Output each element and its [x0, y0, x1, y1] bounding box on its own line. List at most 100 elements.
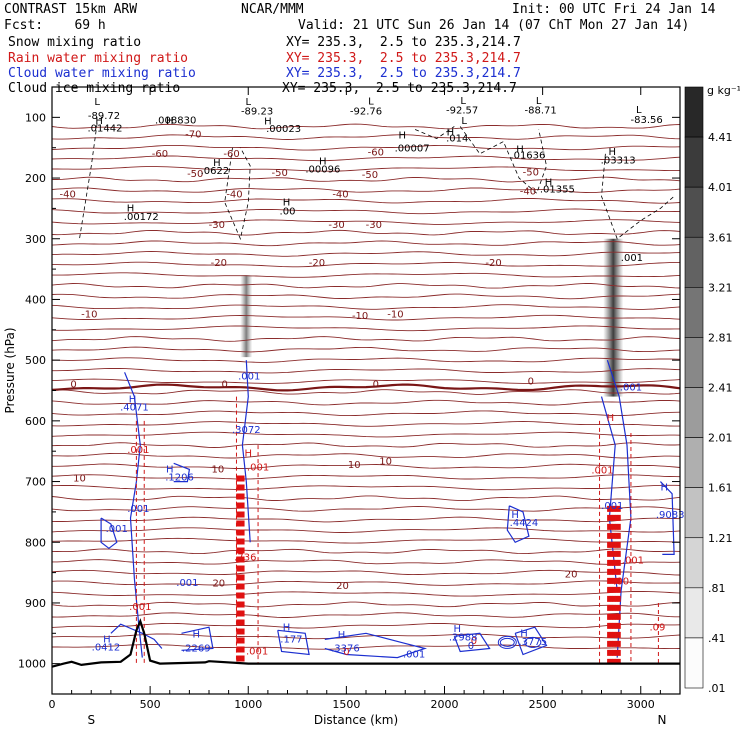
snow-annotation-11: -83.56 — [631, 115, 663, 126]
colorbar-cell — [684, 537, 704, 589]
snow-contour — [459, 126, 547, 194]
south-label: S — [87, 713, 95, 727]
snow-annotation-18: .00023 — [266, 124, 301, 135]
isotherm-line — [51, 537, 681, 544]
snow-annotation-26: .03313 — [601, 155, 636, 166]
terrain-line — [51, 618, 680, 668]
cloud-water-annotation-6: .001 — [127, 504, 149, 515]
xy-label-rain: XY= 235.3, 2.5 to 235.3,214.7 — [286, 51, 521, 66]
isotherm-line — [51, 633, 681, 640]
snow-annotation-5: -92.76 — [350, 106, 382, 117]
isotherm-label-28: 10 — [379, 457, 392, 468]
colorbar-cell — [684, 337, 704, 388]
snow-annotation-25: H — [609, 147, 617, 158]
cloud-water-annotation-4: H — [166, 464, 174, 475]
organization-label: NCAR/MMM — [241, 2, 304, 17]
y-tick-label: 1000 — [18, 658, 46, 671]
rain-annotation-2: .001 — [247, 463, 269, 474]
colorbar-cell — [684, 637, 704, 689]
cloud-water-annotation-3: .3072 — [232, 425, 261, 436]
snow-annotation-32: .01355 — [540, 185, 575, 196]
isotherm-label-25: 10 — [73, 474, 86, 485]
colorbar-label: 2.01 — [708, 432, 733, 445]
north-label: N — [658, 713, 667, 727]
isotherm-label-11: -40 — [520, 186, 536, 197]
isotherm-line — [51, 622, 681, 629]
snow-annotation-23: H — [516, 145, 524, 156]
isotherm-line — [51, 399, 681, 406]
colorbar-cell — [684, 136, 704, 188]
cloud-water-annotation-11: H — [192, 630, 200, 641]
isotherm-line — [51, 548, 681, 555]
legend-rain: Rain water mixing ratio — [8, 51, 189, 66]
snow-annotation-9: -88.71 — [525, 106, 557, 117]
cloud-water-contour — [241, 360, 251, 543]
isotherm-label-24: 0 — [528, 376, 534, 387]
cloud-water-annotation-22: .3775 — [518, 637, 547, 648]
isotherm-line — [51, 304, 681, 310]
snow-annotation-31: H — [545, 177, 553, 188]
colorbar-cell — [684, 287, 704, 338]
isotherm-line — [51, 314, 681, 321]
snow-annotation-29: H — [319, 157, 327, 168]
rain-annotation-12: .09 — [649, 622, 665, 633]
cloud-water-annotation-27: H — [661, 483, 669, 494]
isotherm-line — [51, 495, 681, 502]
snow-annotation-30: .00096 — [305, 165, 340, 176]
snow-annotation-17: H — [264, 117, 272, 128]
isotherm-line — [51, 591, 681, 597]
isotherm-line — [51, 187, 681, 194]
cloud-water-annotation-18: H — [453, 624, 461, 635]
colorbar-unit: g kg⁻¹ — [707, 84, 740, 97]
snow-annotation-16: .008830 — [155, 115, 196, 126]
isotherm-line — [51, 144, 681, 151]
cloud-water-annotation-9: H — [103, 634, 111, 645]
isotherm-label-12: -30 — [209, 220, 225, 231]
isotherm-line — [51, 240, 681, 247]
x-tick-label: 1000 — [234, 698, 262, 711]
cloud-water-contour — [506, 505, 530, 544]
snow-annotation-28: .0622 — [201, 166, 230, 177]
snow-annotation-33: H — [127, 203, 135, 214]
isotherm-line — [51, 282, 681, 289]
cloud-water-annotation-16: .3376 — [331, 644, 360, 655]
freezing-level-line — [51, 383, 681, 392]
rain-annotation-6: 0 — [343, 647, 349, 658]
x-tick-label: 2000 — [431, 698, 459, 711]
snow-annotation-8: L — [536, 96, 542, 107]
cloud-water-contour — [514, 626, 548, 656]
isotherm-line — [51, 325, 680, 332]
isotherm-label-30: 20 — [336, 581, 349, 592]
legend-cloud-water: Cloud water mixing ratio — [8, 66, 196, 81]
isotherm-label-29: 20 — [212, 579, 225, 590]
rain-annotation-11: .00 — [613, 577, 629, 588]
isotherm-label-6: -50 — [362, 170, 378, 181]
isotherm-line — [51, 431, 681, 438]
isotherm-line — [52, 261, 680, 268]
isotherm-label-21: 0 — [70, 379, 76, 390]
cloud-water-annotation-7: .001 — [106, 524, 128, 535]
colorbar-cell — [684, 236, 704, 288]
colorbar-cell — [684, 186, 704, 238]
x-axis-title: Distance (km) — [314, 713, 398, 727]
y-tick-label: 700 — [25, 476, 46, 489]
isotherm-label-10: -40 — [332, 189, 348, 200]
cloud-water-annotation-12: .2269 — [182, 644, 211, 655]
cloud-water-contour — [124, 372, 143, 658]
legend-snow: Snow mixing ratio — [8, 35, 142, 50]
isotherm-line — [51, 123, 681, 130]
cloud-water-ring — [497, 635, 517, 649]
cloud-water-ring — [499, 637, 515, 647]
xy-label-cloud-ice: XY= 235.3, 2.5 to 235.3,214.7 — [282, 81, 517, 96]
cloud-water-contour — [100, 517, 118, 550]
isotherm-line — [51, 601, 681, 608]
cloud-water-annotation-23: H — [511, 510, 519, 521]
cloud-water-contour — [659, 481, 675, 555]
y-tick-label: 500 — [25, 354, 46, 367]
valid-time: Valid: 21 UTC Sun 26 Jan 14 (07 ChT Mon … — [298, 18, 690, 33]
snow-annotation-0: L — [94, 97, 100, 108]
rain-annotation-1: H — [244, 449, 252, 460]
cloud-water-ring — [524, 636, 542, 648]
x-tick-label: 2500 — [529, 698, 557, 711]
